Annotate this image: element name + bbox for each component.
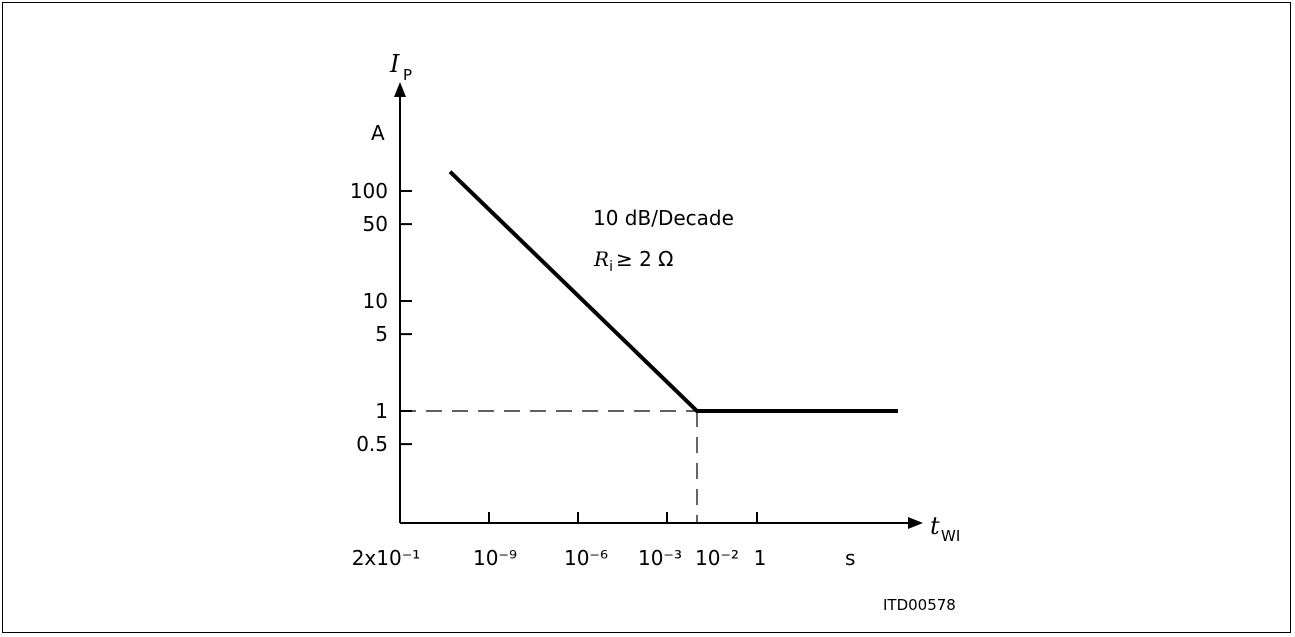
y-axis-unit: A: [371, 121, 385, 145]
figure-id: ITD00578: [883, 596, 956, 614]
y-tick-label: 100: [350, 179, 388, 203]
resistance-annotation: Ri ≥ 2 Ω: [593, 247, 673, 275]
y-axis-arrow: [394, 82, 406, 97]
x-tick-label: 10⁻⁹: [473, 546, 517, 570]
y-tick-label: 50: [363, 212, 388, 236]
slope-annotation: 10 dB/Decade: [593, 206, 734, 230]
y-tick-label: 0.5: [356, 432, 388, 456]
x-tick-label: 10⁻²: [695, 546, 739, 570]
y-axis-subscript: P: [403, 66, 412, 84]
resistance-symbol: R: [593, 247, 609, 271]
x-axis-subscript: WI: [941, 527, 960, 545]
y-axis-symbol: I: [389, 50, 400, 78]
x-axis-symbol: t: [930, 512, 940, 540]
x-axis-unit: s: [845, 546, 855, 570]
y-tick-label: 1: [375, 399, 388, 423]
resistance-value: ≥ 2 Ω: [616, 247, 673, 271]
resistance-subscript: i: [609, 259, 613, 275]
y-tick-label: 5: [375, 322, 388, 346]
x-tick-label: 2x10⁻¹: [352, 546, 421, 570]
y-tick-label: 10: [363, 289, 388, 313]
x-tick-label: 10⁻⁶: [564, 546, 608, 570]
x-axis-arrow: [908, 517, 923, 529]
x-tick-label: 1: [754, 546, 767, 570]
x-tick-label: 10⁻³: [638, 546, 682, 570]
